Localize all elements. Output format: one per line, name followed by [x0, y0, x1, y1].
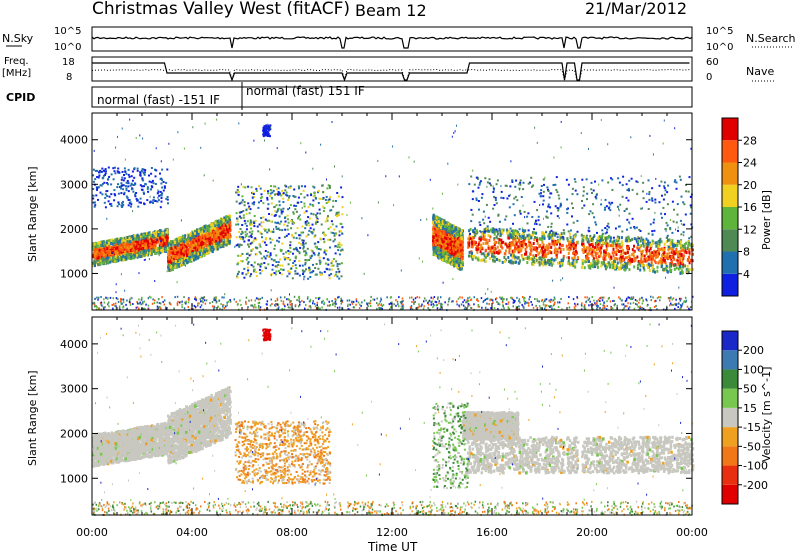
xtick-label: 04:00: [176, 526, 208, 539]
nsearch-label: N.Search: [746, 32, 796, 45]
xtick-label: 16:00: [476, 526, 508, 539]
colorbar-tick-label: 28: [743, 134, 757, 147]
cpid-mode-1: normal (fast) -151 IF: [97, 93, 220, 107]
colorbar-tick-label: -100: [743, 460, 768, 473]
velocity-ylabel: Slant Range [km]: [26, 370, 39, 466]
colorbar-segment: [722, 369, 738, 389]
velocity-panel: 1000 2000 3000 4000 Slant Range [km]: [26, 316, 695, 517]
colorbar-tick-label: 100: [743, 363, 764, 376]
nsky-label: N.Sky: [2, 32, 34, 45]
colorbar-segment: [722, 407, 738, 428]
nsearch-tick-bottom: 10^0: [706, 42, 733, 53]
nsearch-tick-top: 10^5: [706, 26, 733, 37]
nsky-strip: N.Sky 10^5 10^0 10^5 10^0 N.Search: [2, 26, 796, 53]
cpid-label: CPID: [6, 91, 35, 104]
freq-label-line1: Freq.: [4, 56, 29, 67]
velocity-colorbar-label: Velocity [m s^-1]: [760, 367, 773, 462]
ytick-label: 2000: [60, 223, 88, 236]
colorbar-tick-label: 50: [743, 383, 757, 396]
ytick-label: 2000: [60, 427, 88, 440]
power-panel: 1000 2000 3000 4000 Slant Range [km]: [26, 112, 694, 312]
colorbar-tick-label: 15: [743, 402, 757, 415]
colorbar-tick-label: 12: [743, 223, 757, 236]
ytick-label: 3000: [60, 383, 88, 396]
colorbar-tick-label: 16: [743, 201, 757, 214]
nave-label: Nave: [746, 65, 774, 78]
ytick-label: 1000: [60, 472, 88, 485]
ytick-label: 4000: [60, 338, 88, 351]
date-label: 21/Mar/2012: [585, 0, 687, 18]
power-colorbar-label: Power [dB]: [760, 190, 773, 250]
xtick-label: 12:00: [376, 526, 408, 539]
beam-label: Beam 12: [355, 1, 427, 20]
nsky-tick-bottom: 10^0: [54, 42, 81, 53]
colorbar-tick-label: -200: [743, 479, 768, 492]
ytick-label: 4000: [60, 134, 88, 147]
velocity-colorbar: 200 100 50 15 -15 -50 -100 -200: [721, 330, 768, 505]
time-axis-label: Time UT: [367, 540, 418, 554]
power-colorbar: 4 8 12 16 20 24 28: [721, 117, 757, 297]
colorbar-tick-label: 20: [743, 179, 757, 192]
colorbar-segment: [722, 331, 738, 351]
nsky-tick-top: 10^5: [54, 26, 81, 37]
colorbar-segment: [722, 273, 738, 296]
colorbar-tick-label: 24: [743, 157, 757, 170]
xtick-label: 00:00: [76, 526, 108, 539]
freq-trace: [92, 62, 690, 82]
colorbar-segment: [722, 251, 738, 274]
colorbar-tick-label: -50: [743, 440, 761, 453]
colorbar-segment: [722, 184, 738, 207]
freq-tick-bottom: 8: [66, 72, 72, 83]
colorbar-segment: [722, 465, 738, 485]
nave-tick-top: 60: [706, 57, 719, 68]
xtick-label: 08:00: [276, 526, 308, 539]
colorbar-segment: [722, 446, 738, 466]
time-axis: 00:00 04:00 08:00 12:00 16:00 20:00 00:00: [76, 526, 708, 539]
station-title: Christmas Valley West (fitACF): [92, 0, 350, 19]
colorbar-tick-label: 8: [743, 246, 750, 259]
colorbar-segment: [722, 484, 738, 504]
colorbar-segment: [722, 162, 738, 185]
cpid-mode-2: normal (fast) 151 IF: [246, 84, 365, 98]
nsky-trace: [91, 36, 693, 49]
power-ylabel: Slant Range [km]: [26, 166, 39, 262]
nave-tick-bottom: 0: [706, 72, 712, 83]
freq-strip: Freq. [MHz] 18 8 60 0 Nave: [2, 56, 776, 83]
ytick-label: 3000: [60, 178, 88, 191]
cpid-strip: CPID normal (fast) -151 IF normal (fast)…: [6, 82, 693, 110]
colorbar-segment: [722, 140, 738, 163]
nave-trace: [91, 68, 690, 81]
xtick-label: 00:00: [676, 526, 708, 539]
colorbar-segment: [722, 350, 738, 370]
colorbar-tick-label: 200: [743, 344, 764, 357]
colorbar-segment: [722, 207, 738, 230]
colorbar-tick-label: -15: [743, 421, 761, 434]
colorbar-segment: [722, 427, 738, 447]
freq-tick-top: 18: [62, 57, 75, 68]
colorbar-segment: [722, 388, 738, 408]
ytick-label: 1000: [60, 267, 88, 280]
colorbar-tick-label: 4: [743, 268, 750, 281]
xtick-label: 20:00: [576, 526, 608, 539]
colorbar-segment: [722, 229, 738, 252]
colorbar-segment: [722, 118, 738, 141]
freq-label-line2: [MHz]: [2, 68, 31, 79]
